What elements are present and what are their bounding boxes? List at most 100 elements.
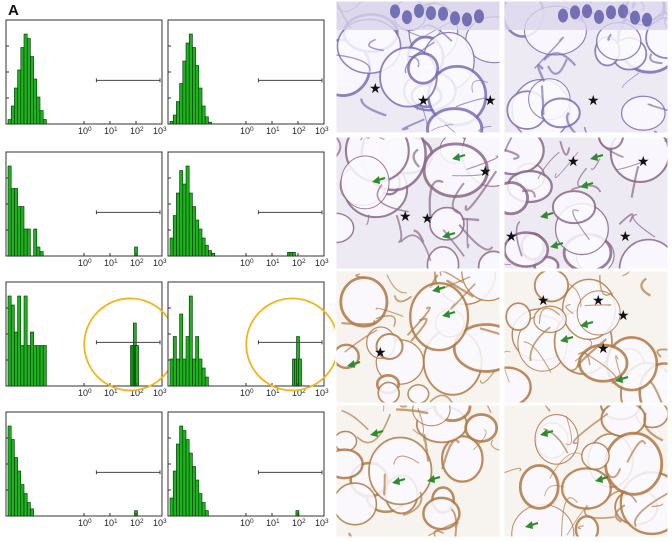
outlier-bar xyxy=(295,510,300,517)
histogram-bar xyxy=(42,345,47,387)
adipocyte xyxy=(518,464,560,510)
nucleus xyxy=(618,4,628,19)
histogram-bar xyxy=(208,121,212,125)
green-arrow xyxy=(595,475,609,483)
x-tick-label: 102 xyxy=(292,518,306,528)
nucleus xyxy=(570,5,580,20)
tissue-strand xyxy=(615,355,622,377)
histogram-bar xyxy=(17,470,22,517)
tissue-strand xyxy=(393,455,420,465)
histogram-bar xyxy=(182,183,187,257)
histogram-r4c1: 100 101 102 103 xyxy=(5,411,167,528)
histogram-bar xyxy=(201,367,206,387)
tissue-strand xyxy=(633,491,669,528)
x-tick-label: 100 xyxy=(240,126,254,136)
tissue-strand xyxy=(561,497,578,538)
histogram-bar xyxy=(33,345,38,387)
star-marker: ★ xyxy=(637,153,650,169)
adipocyte xyxy=(452,323,501,373)
nucleus xyxy=(402,10,412,25)
green-arrow xyxy=(580,320,594,328)
micrograph-r3c2: ★ ★ ★ ★ xyxy=(503,270,669,404)
histogram-bar xyxy=(192,358,196,387)
tissue-strand xyxy=(341,319,376,326)
green-arrow xyxy=(427,475,441,483)
x-tick-label: 102 xyxy=(292,258,306,268)
highlight-circle xyxy=(83,297,174,392)
tissue-strand xyxy=(503,263,512,266)
x-tick-label: 102 xyxy=(130,388,144,398)
histogram-bar xyxy=(185,165,190,257)
histogram-bar xyxy=(17,206,22,257)
tissue-strand xyxy=(360,98,387,117)
histogram-bar xyxy=(14,188,18,257)
histogram-bar xyxy=(20,345,25,387)
nucleus xyxy=(450,11,460,26)
tissue-strand xyxy=(450,508,458,538)
tissue-strand xyxy=(540,85,545,115)
arrow-head xyxy=(550,241,558,249)
x-tick-label: 103 xyxy=(315,258,329,268)
tissue-strand xyxy=(400,234,432,262)
histogram-bar xyxy=(195,65,200,125)
nucleus xyxy=(474,9,484,24)
histogram-r2c1: 100 101 102 103 xyxy=(5,151,167,268)
tissue-strand xyxy=(523,341,552,373)
tissue-strand xyxy=(622,72,640,89)
histogram-bar xyxy=(172,470,177,517)
micrograph-border xyxy=(503,0,669,134)
histogram-bar xyxy=(179,170,184,257)
arrow-head xyxy=(540,429,548,437)
tissue-strand xyxy=(402,491,423,517)
tissue-strand xyxy=(572,412,609,445)
tissue-strand xyxy=(547,58,568,75)
histogram-bar xyxy=(179,313,184,387)
histogram-bar xyxy=(23,295,28,387)
histogram-bar xyxy=(198,87,203,125)
green-arrow xyxy=(540,429,554,437)
histogram-bar xyxy=(42,119,47,125)
x-tick-label: 101 xyxy=(266,518,280,528)
x-tick-label: 102 xyxy=(292,388,306,398)
x-tick-label: 100 xyxy=(240,258,254,268)
star-marker: ★ xyxy=(537,292,550,308)
nucleus xyxy=(390,4,400,19)
x-tick-label: 103 xyxy=(153,388,167,398)
histogram-bar xyxy=(188,295,193,387)
plot-frame xyxy=(5,151,163,257)
tissue-strand xyxy=(582,350,618,384)
tissue-strand xyxy=(554,151,579,178)
tissue-strand xyxy=(365,214,370,226)
histogram-bar xyxy=(20,47,25,125)
tissue-strand xyxy=(643,412,664,442)
tissue-strand xyxy=(537,151,560,180)
histogram-bar xyxy=(23,33,28,125)
tissue-strand xyxy=(549,452,583,479)
tissue-strand xyxy=(461,217,480,222)
micrograph-r2c1: ★ ★ ★ xyxy=(335,136,501,270)
x-tick-label: 103 xyxy=(315,388,329,398)
x-tick-label: 101 xyxy=(266,126,280,136)
x-tick-label: 103 xyxy=(315,126,329,136)
histogram-bar xyxy=(39,251,44,257)
tissue-strand xyxy=(416,103,428,125)
arrow-head xyxy=(595,475,603,483)
adipocyte xyxy=(407,52,440,85)
green-arrow xyxy=(525,521,539,529)
adipocyte xyxy=(533,270,570,303)
histogram-bar xyxy=(169,358,174,387)
tissue-strand xyxy=(431,123,454,132)
histogram-bar xyxy=(7,425,12,517)
adipocyte xyxy=(426,246,460,270)
histogram-r4c2: 100 101 102 103 xyxy=(167,411,329,528)
x-tick-label: 101 xyxy=(104,518,118,528)
x-tick-label: 100 xyxy=(240,388,254,398)
histogram-bar xyxy=(26,38,31,125)
histogram-bar xyxy=(17,69,22,125)
tissue-strand xyxy=(396,408,429,415)
histogram-r1c2: 100 101 102 103 xyxy=(167,19,329,136)
tissue-strand xyxy=(521,189,536,198)
nucleus xyxy=(606,5,616,20)
tissue-strand xyxy=(398,404,408,408)
adipocyte xyxy=(339,276,389,328)
